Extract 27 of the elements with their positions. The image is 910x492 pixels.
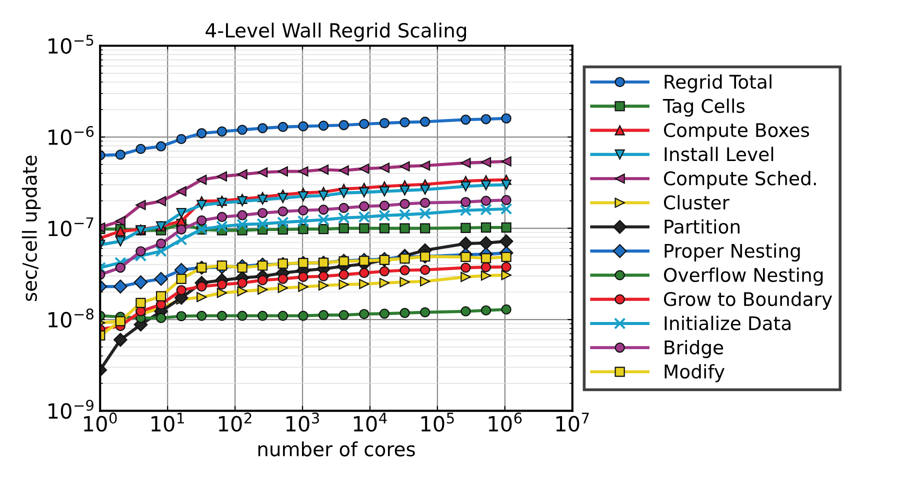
legend-label: Grow to Boundary [664, 292, 832, 310]
x-tick-label: 10$^{1}$ [152, 412, 184, 432]
legend-label: Regrid Total [664, 74, 772, 92]
x-tick-label: 10$^{6}$ [488, 412, 522, 432]
x-tick-label: 10$^{5}$ [421, 412, 454, 432]
y-tick-label: 10$^{−8}$ [48, 308, 94, 328]
legend-label: Modify [664, 364, 725, 382]
legend-label: Cluster [664, 195, 730, 210]
legend-label: Install Level [664, 146, 774, 162]
y-tick-label: 10$^{−7}$ [48, 217, 94, 236]
legend-label: Partition [664, 219, 740, 234]
legend-label: Initialize Data [664, 316, 790, 330]
x-axis-title: number of cores [258, 441, 415, 456]
y-tick-label: 10$^{−5}$ [48, 34, 94, 54]
legend-label: Tag Cells [662, 98, 745, 117]
legend-label: Bridge [664, 340, 724, 358]
x-tick-label: 10$^{7}$ [556, 412, 589, 432]
y-axis-title: sec/cell update [22, 156, 41, 301]
y-tick-label: 10$^{−6}$ [48, 126, 94, 146]
legend-label: Overflow Nesting [664, 268, 823, 286]
x-tick-label: 10$^{4}$ [354, 412, 387, 432]
x-tick-label: 10$^{3}$ [286, 412, 319, 432]
legend-label: Compute Boxes [664, 122, 810, 141]
legend-label: Proper Nesting [664, 243, 800, 262]
legend-label: Compute Sched. [664, 170, 816, 190]
chart-title: 4-Level Wall Regrid Scaling [206, 22, 466, 42]
x-tick-label: 10$^{2}$ [218, 412, 252, 432]
